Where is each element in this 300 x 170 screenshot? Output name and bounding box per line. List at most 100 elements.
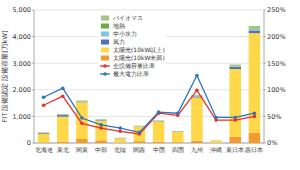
bar-segment bbox=[153, 120, 165, 121]
bar-segment bbox=[210, 140, 222, 142]
bar-segment bbox=[153, 120, 165, 121]
bar-segment bbox=[38, 132, 50, 133]
bar-segment bbox=[153, 121, 165, 122]
x-tick-label: 四国 bbox=[172, 146, 184, 153]
bar-segment bbox=[115, 137, 127, 138]
legend-label: バイオマス bbox=[112, 14, 143, 21]
bar-segment bbox=[191, 98, 203, 141]
line-marker bbox=[233, 116, 237, 120]
bar-segment bbox=[172, 131, 184, 132]
legend-label: 太陽光(10kW以上) bbox=[113, 46, 165, 53]
x-tick-label: 北海道 bbox=[35, 146, 53, 153]
bar-segment bbox=[38, 132, 50, 134]
bar-segment bbox=[38, 134, 50, 143]
bar-segment bbox=[76, 101, 88, 102]
bar-segment bbox=[210, 140, 222, 141]
legend-swatch bbox=[103, 72, 107, 76]
y2-tick-label: 150% bbox=[267, 60, 286, 68]
legend-swatch bbox=[103, 64, 107, 68]
chart: 01,0002,0003,0004,0005,0000%50%100%150%2… bbox=[0, 0, 300, 170]
y-tick-label: 1,000 bbox=[12, 113, 31, 121]
x-tick-label: 九州 bbox=[191, 146, 203, 153]
bar-segment bbox=[249, 133, 261, 143]
y-tick-label: 5,000 bbox=[12, 6, 31, 14]
legend: バイオマス地熱中小水力風力太陽光(10kW以上)太陽光(10kW未満)全設備容量… bbox=[98, 12, 166, 79]
legend-swatch bbox=[101, 32, 109, 37]
line-marker bbox=[80, 122, 84, 126]
line bbox=[44, 75, 255, 132]
bar-segment bbox=[95, 119, 107, 120]
bar-segment bbox=[249, 33, 261, 133]
line-marker bbox=[157, 110, 161, 114]
y2-axis bbox=[264, 10, 265, 143]
bar-segment bbox=[76, 139, 88, 143]
line-marker bbox=[195, 74, 199, 78]
y-tick-label: 4,000 bbox=[12, 33, 31, 41]
x-tick-label: 中部 bbox=[95, 146, 107, 153]
bar-segment bbox=[57, 113, 69, 115]
bar-segment bbox=[230, 65, 242, 67]
bar-segment bbox=[57, 115, 69, 117]
y-tick-label: 3,000 bbox=[12, 60, 31, 68]
grid-line bbox=[34, 10, 264, 11]
bar-segment bbox=[172, 131, 184, 132]
line-marker bbox=[138, 131, 142, 135]
bar-segment bbox=[115, 137, 127, 138]
bar-segment bbox=[38, 132, 50, 133]
x-tick-label: 西日本 bbox=[245, 146, 263, 153]
bar-segment bbox=[210, 140, 222, 141]
bar-segment bbox=[57, 114, 69, 115]
x-tick-label: 関西 bbox=[133, 146, 145, 153]
y2-tick-label: 200% bbox=[267, 33, 286, 41]
legend-swatch bbox=[101, 16, 109, 21]
bar-segment bbox=[134, 125, 146, 127]
x-tick-label: 関東 bbox=[76, 146, 88, 153]
line-marker bbox=[99, 126, 103, 130]
legend-swatch bbox=[101, 56, 109, 61]
x-tick-label: 中国 bbox=[153, 146, 165, 153]
legend-swatch bbox=[101, 48, 109, 53]
bar-segment bbox=[57, 114, 69, 115]
line-marker bbox=[253, 115, 257, 119]
y2-tick-label: 250% bbox=[267, 6, 286, 14]
bar-segment bbox=[172, 131, 184, 132]
bar-segment bbox=[95, 119, 107, 121]
bar-segment bbox=[115, 138, 127, 142]
x-tick-label: 沖縄 bbox=[210, 146, 222, 153]
bar-segment bbox=[230, 69, 242, 137]
bar-segment bbox=[134, 126, 146, 127]
y2-tick-label: 50% bbox=[267, 113, 281, 121]
bar-segment bbox=[230, 137, 242, 143]
legend-swatch bbox=[101, 40, 109, 45]
y2-tick-label: 0% bbox=[267, 139, 277, 147]
line-marker bbox=[42, 103, 46, 107]
legend-label: 地熱 bbox=[112, 22, 125, 29]
legend-label: 全設備容量比率 bbox=[113, 62, 155, 69]
line-marker bbox=[99, 123, 103, 127]
bar-segment bbox=[57, 142, 69, 143]
bar-segment bbox=[172, 132, 184, 142]
bar-segment bbox=[95, 119, 107, 120]
bar-segment bbox=[134, 126, 146, 127]
bar-segment bbox=[76, 100, 88, 101]
bar-segment bbox=[76, 102, 88, 139]
bar-segment bbox=[153, 121, 165, 141]
bar-segment bbox=[210, 140, 222, 141]
bar-segment bbox=[249, 30, 261, 33]
bar-segment bbox=[57, 117, 69, 142]
bar-segment bbox=[191, 141, 203, 143]
line-marker bbox=[61, 86, 65, 90]
bar-segment bbox=[134, 141, 146, 143]
legend-label: 風力 bbox=[113, 38, 125, 45]
y-tick-label: 2,000 bbox=[12, 86, 31, 94]
line-marker bbox=[118, 129, 122, 133]
bar-segment bbox=[38, 132, 50, 133]
bar-segment bbox=[95, 140, 107, 143]
legend-swatch bbox=[101, 24, 109, 29]
x-tick-label: 東日本 bbox=[226, 146, 244, 153]
bar-segment bbox=[210, 140, 222, 141]
line-marker bbox=[214, 116, 218, 120]
y-axis bbox=[34, 10, 35, 143]
line-marker bbox=[118, 126, 122, 130]
bar-segment bbox=[115, 137, 127, 138]
